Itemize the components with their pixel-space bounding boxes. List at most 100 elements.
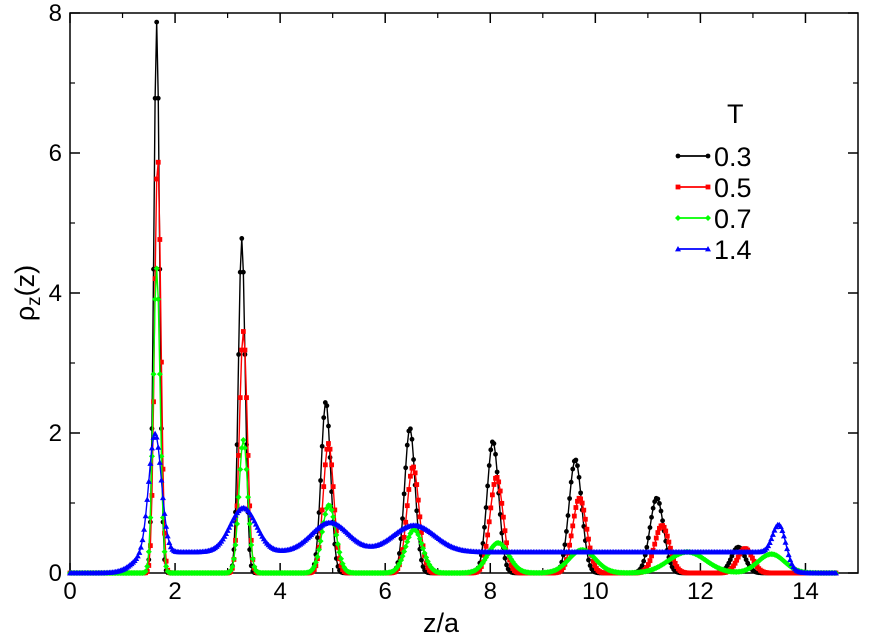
- data-point-0.3: [400, 516, 405, 522]
- data-point-1.4: [144, 496, 151, 502]
- data-point-1.4: [163, 523, 170, 529]
- data-point-0.5: [324, 446, 330, 452]
- data-point-1.4: [784, 545, 791, 552]
- data-point-0.5: [666, 539, 672, 545]
- data-point-0.3: [564, 529, 569, 534]
- data-point-0.7: [328, 506, 335, 513]
- legend-entry-1.4: 1.4: [675, 235, 752, 265]
- data-point-0.7: [418, 540, 425, 547]
- series-line-0.3: [70, 22, 836, 574]
- data-point-0.3: [414, 508, 420, 514]
- legend-marker: [675, 246, 681, 252]
- data-point-0.3: [321, 415, 327, 421]
- data-point-1.4: [226, 524, 233, 530]
- data-point-0.7: [163, 563, 170, 570]
- data-point-0.5: [240, 329, 246, 334]
- data-point-0.5: [672, 560, 678, 566]
- series-layer: [67, 19, 839, 576]
- data-point-0.7: [150, 371, 157, 378]
- data-point-0.5: [157, 237, 163, 242]
- data-point-0.7: [155, 296, 162, 303]
- data-point-1.4: [785, 551, 792, 558]
- data-point-1.4: [137, 544, 144, 550]
- data-point-0.5: [155, 159, 161, 165]
- data-point-0.7: [420, 545, 427, 552]
- x-tick-label: 0: [63, 578, 76, 605]
- data-point-0.5: [647, 558, 653, 564]
- data-point-0.7: [416, 535, 423, 542]
- data-point-0.5: [419, 530, 424, 535]
- data-point-0.5: [496, 479, 502, 485]
- data-point-0.3: [650, 505, 656, 511]
- data-point-0.5: [575, 498, 580, 504]
- data-point-0.7: [249, 555, 256, 562]
- data-point-0.7: [147, 514, 154, 521]
- data-point-0.5: [504, 540, 509, 546]
- data-point-0.5: [508, 562, 514, 568]
- data-point-0.7: [248, 541, 255, 548]
- data-point-0.5: [338, 563, 344, 569]
- data-point-0.5: [247, 503, 253, 509]
- data-point-0.7: [421, 550, 428, 557]
- data-point-0.3: [562, 542, 568, 548]
- data-point-0.7: [240, 437, 247, 443]
- data-point-0.5: [329, 462, 335, 468]
- data-point-0.5: [414, 482, 420, 487]
- data-point-0.3: [408, 426, 413, 432]
- data-point-0.3: [568, 479, 574, 485]
- data-point-0.5: [321, 484, 327, 490]
- data-point-0.7: [246, 520, 253, 527]
- data-point-0.5: [570, 523, 576, 529]
- series-line-0.7: [70, 268, 836, 574]
- data-point-0.5: [735, 554, 741, 560]
- x-tick-label: 2: [168, 578, 181, 605]
- data-point-0.7: [314, 553, 321, 560]
- data-point-0.7: [161, 548, 168, 555]
- y-axis-label-tail: (z): [10, 265, 40, 296]
- data-point-0.5: [644, 565, 650, 570]
- x-tick-label: 8: [484, 578, 497, 605]
- data-point-1.4: [832, 569, 839, 576]
- data-point-0.3: [727, 557, 733, 563]
- data-point-0.3: [247, 547, 253, 553]
- data-point-1.4: [787, 556, 794, 563]
- data-point-0.7: [317, 538, 324, 545]
- data-point-1.4: [779, 527, 786, 533]
- data-point-0.3: [573, 457, 579, 463]
- y-tick-label: 4: [49, 280, 62, 307]
- data-point-0.3: [639, 563, 645, 569]
- data-point-0.5: [319, 507, 325, 513]
- x-tick-label: 14: [792, 578, 819, 605]
- data-point-0.5: [668, 545, 673, 551]
- data-point-0.5: [499, 500, 505, 506]
- data-point-0.5: [406, 487, 412, 492]
- data-point-0.5: [332, 507, 338, 513]
- data-point-0.3: [240, 269, 246, 275]
- data-point-0.5: [731, 563, 736, 569]
- data-point-0.3: [567, 496, 572, 501]
- data-point-1.4: [136, 549, 143, 555]
- legend-label: 0.5: [714, 173, 752, 203]
- data-point-0.5: [663, 528, 669, 534]
- data-point-1.4: [158, 477, 165, 483]
- data-point-0.3: [483, 505, 489, 510]
- data-point-0.5: [482, 552, 487, 558]
- data-point-0.5: [485, 532, 491, 538]
- legend-entry-0.3: 0.3: [675, 142, 752, 172]
- data-point-0.3: [575, 463, 580, 469]
- data-point-0.5: [592, 563, 598, 568]
- data-point-0.5: [657, 525, 662, 531]
- data-point-0.3: [644, 544, 650, 550]
- data-point-0.3: [315, 535, 320, 541]
- data-point-0.3: [576, 474, 582, 480]
- data-point-0.7: [238, 445, 245, 452]
- data-point-0.3: [647, 525, 653, 530]
- data-point-0.5: [149, 493, 155, 498]
- data-point-0.3: [409, 436, 415, 442]
- data-point-0.5: [412, 470, 418, 476]
- data-point-0.3: [491, 441, 497, 446]
- data-point-0.3: [641, 558, 647, 564]
- data-point-0.5: [645, 562, 651, 567]
- data-point-0.7: [402, 543, 409, 550]
- data-point-0.3: [482, 524, 487, 530]
